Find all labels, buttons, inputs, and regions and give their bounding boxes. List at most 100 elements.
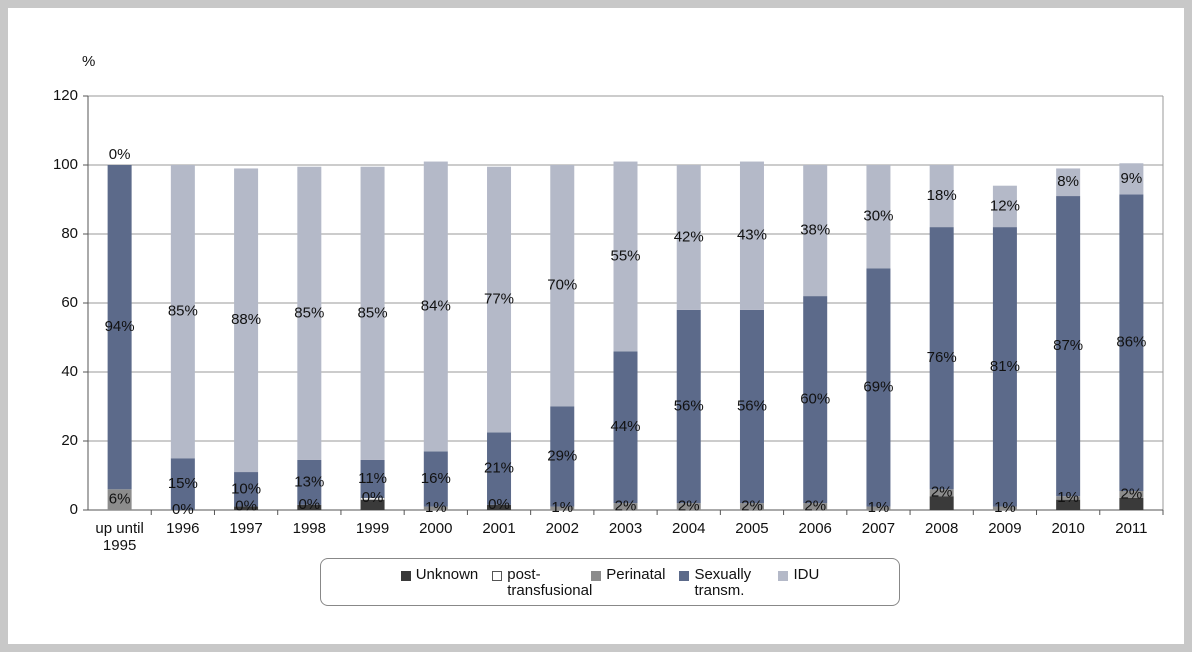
bar-segment <box>613 351 638 504</box>
bar-segment <box>992 227 1017 507</box>
x-tick-label: 2011 <box>1115 520 1148 537</box>
x-tick-label: 2007 <box>861 520 896 537</box>
y-tick-label: 120 <box>53 87 78 104</box>
data-label: 16% <box>421 470 451 487</box>
data-label: 42% <box>674 228 704 245</box>
data-label: 13% <box>294 473 324 490</box>
legend-item: Unknown <box>400 567 478 583</box>
legend-item: post-transfusional <box>492 567 592 599</box>
data-label: 2% <box>741 498 763 515</box>
data-label: 1% <box>1057 489 1079 506</box>
data-label: 56% <box>674 397 704 414</box>
data-label: 1% <box>868 499 890 516</box>
bar-segment <box>360 166 385 460</box>
data-label: 60% <box>800 391 830 408</box>
data-label: 1% <box>425 499 447 516</box>
legend-label: Sexually transm. <box>694 566 752 599</box>
legend-swatch <box>679 571 690 581</box>
x-tick-label: 2008 <box>924 520 959 537</box>
bar-segment <box>550 165 575 407</box>
data-label: 2% <box>615 498 637 515</box>
data-label: 0% <box>298 496 320 513</box>
x-tick-label: 2000 <box>419 520 453 537</box>
bar-segment <box>170 458 195 510</box>
bar-segment <box>360 459 385 498</box>
data-label: 56% <box>737 397 767 414</box>
bar-segment <box>1119 163 1144 195</box>
y-tick-label: 0 <box>70 501 78 518</box>
data-label: 86% <box>1116 334 1146 351</box>
bar-segment <box>676 503 701 510</box>
x-tick-label: 2002 <box>545 520 579 537</box>
bar-segment <box>107 489 132 510</box>
x-tick-label: 2003 <box>608 520 643 537</box>
bar-segment <box>803 296 828 504</box>
data-label: 8% <box>1057 173 1079 190</box>
bar-segment <box>992 506 1017 510</box>
bar-segment <box>739 309 764 504</box>
data-label: 9% <box>1121 170 1143 187</box>
bar-segment <box>866 268 891 507</box>
bar-segment <box>676 165 701 310</box>
legend-swatch <box>591 571 602 581</box>
data-label: 85% <box>294 304 324 321</box>
x-tick-label: 1997 <box>229 520 263 537</box>
bar-segment <box>107 165 132 490</box>
panel <box>8 8 1184 644</box>
x-tick-label: 2006 <box>798 520 832 537</box>
bar-segment <box>487 504 512 510</box>
x-tick-label: 1999 <box>355 520 390 537</box>
x-tick-label: 2010 <box>1051 520 1085 537</box>
y-tick-label: 40 <box>61 363 78 380</box>
bar-segment <box>170 165 195 459</box>
data-label: 1% <box>994 499 1016 516</box>
bar-segment <box>866 165 891 269</box>
data-label: 77% <box>484 291 514 308</box>
legend-swatch <box>400 571 411 581</box>
bar-segment <box>739 161 764 310</box>
data-label: 2% <box>678 498 700 515</box>
y-tick-label: 80 <box>61 225 78 242</box>
bar-segment <box>739 503 764 510</box>
data-label: 85% <box>168 303 198 320</box>
data-label: 70% <box>547 277 577 294</box>
bar-segment <box>1119 194 1144 492</box>
data-label: 6% <box>109 491 131 508</box>
bar-segment <box>297 504 322 510</box>
data-label: 81% <box>990 358 1020 375</box>
data-label: 88% <box>231 311 261 328</box>
bar-segment <box>234 472 259 507</box>
bar-segment <box>487 432 512 505</box>
data-label: 29% <box>547 447 577 464</box>
data-label: 44% <box>610 418 640 435</box>
bar-segment <box>487 166 512 433</box>
legend-item: Sexually transm. <box>679 567 764 599</box>
data-label: 11% <box>358 470 387 487</box>
x-tick-label: 2001 <box>482 520 516 537</box>
y-axis-label: % <box>82 53 95 70</box>
x-tick-label: 1998 <box>292 520 326 537</box>
data-label: 87% <box>1053 337 1083 354</box>
data-label: 94% <box>105 318 135 335</box>
x-tick-label: 2004 <box>672 520 706 537</box>
data-label: 15% <box>168 475 198 492</box>
bar-segment <box>803 503 828 510</box>
data-label: 2% <box>931 484 953 501</box>
bar-segment <box>866 506 891 510</box>
data-label: 0% <box>172 501 194 518</box>
legend-item: IDU <box>778 567 819 583</box>
bar-segment <box>676 309 701 504</box>
data-label: 1% <box>551 499 573 516</box>
data-label: 38% <box>800 222 830 239</box>
legend-item: Perinatal <box>591 567 665 583</box>
bar-segment <box>929 489 954 497</box>
legend-label: Perinatal <box>606 566 666 583</box>
data-label: 2% <box>1121 485 1143 502</box>
data-label: 0% <box>109 146 131 163</box>
data-label: 69% <box>863 378 893 395</box>
data-label: 0% <box>362 489 384 506</box>
x-tick-label: 2005 <box>735 520 769 537</box>
bar-segment <box>1056 496 1081 500</box>
